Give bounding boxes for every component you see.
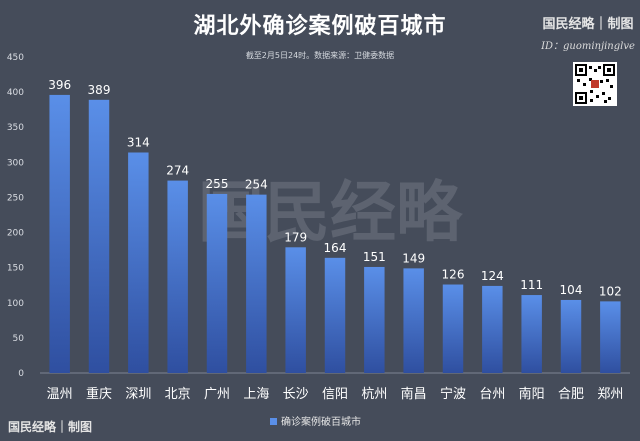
data-label: 164 [324, 241, 347, 255]
data-label: 126 [442, 268, 465, 282]
data-label: 255 [206, 177, 229, 191]
bar-上海 [246, 194, 267, 373]
bar-series [49, 94, 621, 374]
bar-合肥 [560, 299, 582, 373]
bar-重庆 [88, 99, 110, 373]
data-label: 396 [48, 78, 71, 92]
chart-legend: 确诊案例破百城市 [270, 415, 361, 428]
x-tick-label: 广州 [204, 387, 230, 402]
x-tick-label: 合肥 [558, 387, 584, 402]
bar-长沙 [285, 247, 306, 373]
y-tick-label: 350 [7, 123, 24, 133]
brand-label: 国民经略｜制图 [542, 17, 634, 32]
y-tick-label: 450 [7, 53, 24, 63]
data-label: 104 [560, 283, 583, 297]
data-label: 314 [127, 136, 150, 150]
x-tick-label: 宁波 [440, 386, 466, 402]
x-tick-label: 台州 [479, 387, 505, 402]
bar-信阳 [324, 257, 346, 373]
x-tick-label: 杭州 [361, 387, 387, 402]
x-tick-label: 北京 [165, 387, 191, 402]
x-tick-label: 信阳 [322, 387, 348, 402]
bar-杭州 [364, 266, 385, 373]
data-label: 179 [284, 230, 307, 244]
legend-swatch [270, 418, 277, 425]
data-label: 102 [599, 284, 622, 298]
data-label: 151 [363, 250, 386, 264]
bar-台州 [482, 285, 503, 373]
data-label: 274 [166, 164, 189, 178]
bar-广州 [206, 193, 228, 373]
x-tick-label: 南阳 [519, 386, 545, 402]
x-tick-label: 南昌 [401, 386, 427, 402]
chart-subtitle: 截至2月5日24时。数据来源：卫健委数据 [245, 51, 395, 60]
data-label: 111 [520, 278, 543, 292]
chart-title: 湖北外确诊案例破百城市 [193, 14, 447, 39]
watermark-text: 国民经略 [198, 173, 463, 251]
brand-id: ID：guominjinglve [541, 41, 635, 52]
y-tick-label: 400 [7, 88, 24, 98]
bar-宁波 [442, 284, 464, 373]
data-labels: 396 389 314 274 255 254 179 164 151 149 126 124 111 1… [48, 78, 622, 298]
qr-code-icon [573, 62, 617, 106]
bar-北京 [167, 180, 188, 373]
x-tick-label: 温州 [47, 387, 73, 402]
bar-深圳 [128, 152, 149, 373]
y-tick-label: 50 [13, 334, 25, 344]
data-label: 149 [402, 251, 425, 265]
data-label: 254 [245, 178, 268, 192]
qr-code-graphic [575, 64, 615, 104]
bar-南阳 [521, 295, 542, 373]
data-label: 124 [481, 269, 504, 283]
x-tick-label: 长沙 [283, 387, 309, 402]
y-tick-label: 200 [7, 229, 24, 239]
y-tick-label: 250 [7, 193, 24, 203]
x-axis: 温州 重庆 深圳 北京 广州 上海 长沙 信阳 杭州 南昌 宁波 台州 南阳 合肥 郑州 [47, 386, 624, 402]
x-tick-label: 深圳 [125, 387, 151, 402]
y-tick-label: 0 [18, 369, 24, 379]
bar-郑州 [600, 301, 621, 373]
y-tick-label: 150 [7, 264, 24, 274]
data-label: 389 [88, 83, 111, 97]
bar-温州 [49, 94, 70, 374]
footer-brand: 国民经略｜制图 [8, 420, 93, 434]
y-tick-label: 100 [7, 299, 24, 309]
x-tick-label: 上海 [243, 387, 269, 402]
legend-label: 确诊案例破百城市 [281, 415, 361, 428]
bar-南昌 [403, 268, 424, 373]
x-tick-label: 重庆 [86, 386, 112, 402]
y-tick-label: 300 [7, 158, 24, 168]
x-tick-label: 郑州 [597, 387, 623, 402]
